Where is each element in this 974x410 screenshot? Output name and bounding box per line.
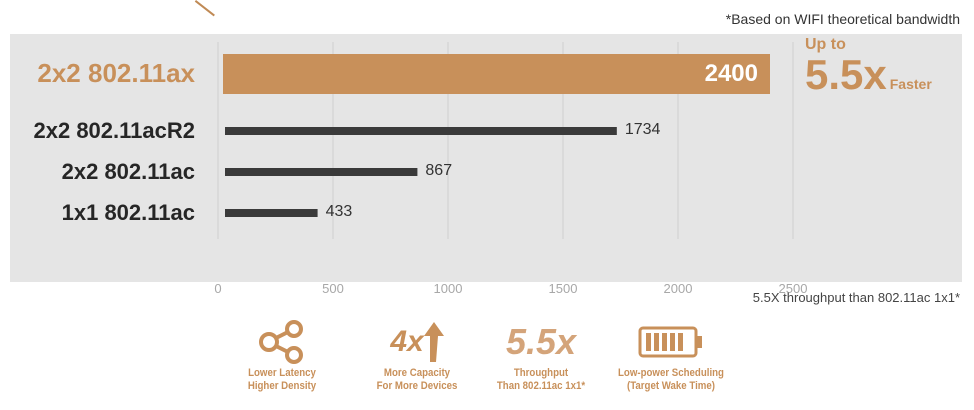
category-label: 2x2 802.11ac [61, 159, 195, 184]
callout-up-to: Up to [805, 36, 846, 53]
feature-latency: Lower Latency Higher Density [207, 320, 357, 393]
chart-panel: 0 500 1000 1500 2000 2500 2x2 802.11ax 2400 2x2 … [10, 34, 962, 296]
feature-capacity-line2: For More Devices [376, 380, 458, 392]
decorative-line [194, 0, 215, 17]
value-label: 867 [425, 162, 453, 179]
feature-capacity-line1: More Capacity [383, 367, 451, 379]
feature-throughput-line2: Than 802.11ac 1x1* [496, 380, 586, 392]
category-label: 2x2 802.11ax [37, 58, 195, 88]
category-label: 1x1 802.11ac [61, 200, 195, 225]
4x-arrow-icon: 4x [342, 320, 492, 364]
value-label: 2400 [704, 60, 758, 87]
feature-latency-line2: Higher Density [247, 380, 317, 392]
feature-throughput: 5.5x Throughput Than 802.11ac 1x1* [466, 320, 616, 393]
value-label: 433 [325, 203, 353, 220]
feature-capacity-icon-text: 4x [390, 325, 424, 358]
feature-power-line1: Low-power Scheduling [618, 367, 724, 379]
feature-latency-line1: Lower Latency [248, 367, 316, 379]
battery-icon [596, 320, 746, 364]
bar [225, 168, 418, 176]
bar [225, 127, 617, 135]
x-tick-label: 1500 [548, 281, 578, 296]
5-5x-icon: 5.5x [466, 320, 616, 364]
x-tick-label: 500 [322, 281, 344, 296]
x-tick-label: 2500 [778, 281, 808, 296]
speed-callout: Up to 5.5x Faster [805, 36, 932, 96]
category-label: 2x2 802.11acR2 [33, 118, 196, 143]
bar [225, 209, 318, 217]
x-tick-label: 0 [214, 281, 222, 296]
feature-power-line2: (Target Wake Time) [626, 380, 716, 392]
share-icon [207, 320, 357, 364]
feature-power: Low-power Scheduling (Target Wake Time) [596, 320, 746, 393]
feature-throughput-icon-text: 5.5x [505, 321, 577, 362]
feature-throughput-line1: Throughput [513, 367, 569, 379]
bottom-footnote: 5.5X throughput than 802.11ac 1x1* [752, 290, 960, 305]
callout-multiplier: 5.5x [805, 51, 887, 98]
bar-chart [217, 42, 794, 239]
top-footnote: *Based on WIFI theoretical bandwidth [725, 11, 960, 27]
x-tick-label: 1000 [433, 281, 463, 296]
x-tick-label: 2000 [663, 281, 693, 296]
bar [223, 54, 770, 94]
callout-faster: Faster [889, 76, 932, 92]
feature-capacity: 4x More Capacity For More Devices [342, 320, 492, 393]
value-label: 1734 [624, 121, 661, 138]
